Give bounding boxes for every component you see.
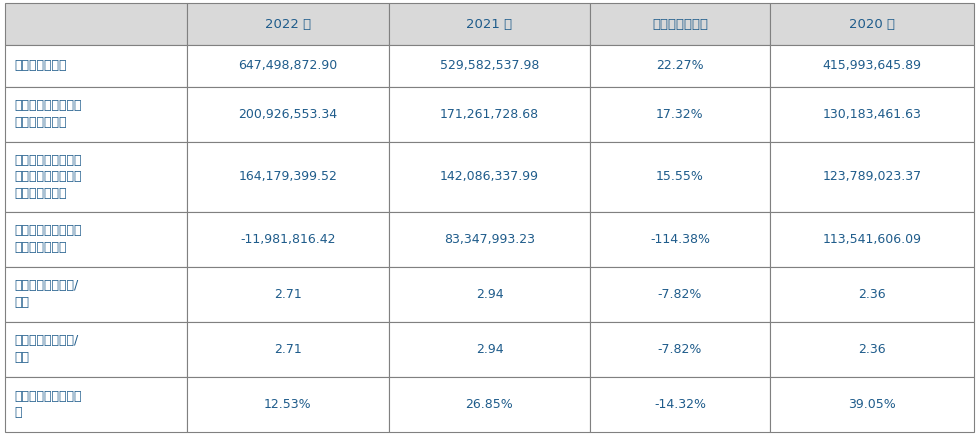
Bar (187, 141, 388, 211)
Bar (590, 266, 769, 322)
Bar (769, 45, 973, 86)
Text: 171,261,728.68: 171,261,728.68 (439, 108, 539, 121)
Text: -7.82%: -7.82% (657, 288, 701, 301)
Bar (769, 86, 973, 141)
Text: 2.36: 2.36 (857, 343, 885, 356)
Bar (187, 45, 388, 86)
Bar (590, 86, 769, 141)
Bar (590, 322, 769, 377)
Bar (187, 86, 388, 141)
Bar (187, 3, 388, 45)
Text: 113,541,606.09: 113,541,606.09 (822, 233, 920, 246)
Bar (388, 141, 590, 211)
Text: 基本每股收益（元/
股）: 基本每股收益（元/ 股） (15, 279, 79, 309)
Text: 本年比上年增减: 本年比上年增减 (651, 18, 707, 31)
Bar (590, 211, 769, 266)
Bar (388, 322, 590, 377)
Text: 647,498,872.90: 647,498,872.90 (238, 59, 337, 72)
Text: 2.71: 2.71 (274, 288, 301, 301)
Text: 2020 年: 2020 年 (848, 18, 894, 31)
Bar (187, 377, 388, 432)
Text: 529,582,537.98: 529,582,537.98 (439, 59, 539, 72)
Bar (769, 211, 973, 266)
Text: 稀释每股收益（元/
股）: 稀释每股收益（元/ 股） (15, 335, 79, 364)
Text: -11,981,816.42: -11,981,816.42 (240, 233, 335, 246)
Bar (769, 377, 973, 432)
Text: 归属于上市公司股东
的净利润（元）: 归属于上市公司股东 的净利润（元） (15, 99, 82, 129)
Text: 2.71: 2.71 (274, 343, 301, 356)
Text: 15.55%: 15.55% (655, 170, 703, 183)
Text: 22.27%: 22.27% (655, 59, 703, 72)
Text: 83,347,993.23: 83,347,993.23 (444, 233, 534, 246)
Bar (5, 3, 187, 45)
Text: 130,183,461.63: 130,183,461.63 (822, 108, 920, 121)
Text: 142,086,337.99: 142,086,337.99 (439, 170, 539, 183)
Text: 2.94: 2.94 (475, 288, 503, 301)
Bar (5, 86, 187, 141)
Bar (187, 266, 388, 322)
Bar (5, 211, 187, 266)
Bar (590, 3, 769, 45)
Text: 17.32%: 17.32% (655, 108, 703, 121)
Text: 归属于上市公司股东
的扣除非经常性损益
的净利润（元）: 归属于上市公司股东 的扣除非经常性损益 的净利润（元） (15, 154, 82, 200)
Text: 26.85%: 26.85% (466, 398, 512, 411)
Text: -114.38%: -114.38% (649, 233, 709, 246)
Text: 415,993,645.89: 415,993,645.89 (822, 59, 920, 72)
Text: 12.53%: 12.53% (264, 398, 311, 411)
Text: 2022 年: 2022 年 (265, 18, 311, 31)
Bar (388, 3, 590, 45)
Text: 200,926,553.34: 200,926,553.34 (238, 108, 337, 121)
Bar (769, 141, 973, 211)
Text: 164,179,399.52: 164,179,399.52 (239, 170, 337, 183)
Bar (388, 86, 590, 141)
Bar (5, 322, 187, 377)
Bar (5, 266, 187, 322)
Bar (388, 211, 590, 266)
Text: -7.82%: -7.82% (657, 343, 701, 356)
Text: 2.94: 2.94 (475, 343, 503, 356)
Bar (388, 377, 590, 432)
Bar (769, 266, 973, 322)
Bar (769, 322, 973, 377)
Bar (5, 377, 187, 432)
Bar (187, 322, 388, 377)
Bar (187, 211, 388, 266)
Text: -14.32%: -14.32% (653, 398, 705, 411)
Text: 39.05%: 39.05% (847, 398, 895, 411)
Text: 营业收入（元）: 营业收入（元） (15, 59, 67, 72)
Bar (5, 45, 187, 86)
Text: 加权平均净资产收益
率: 加权平均净资产收益 率 (15, 390, 82, 419)
Bar (590, 45, 769, 86)
Bar (590, 141, 769, 211)
Bar (388, 45, 590, 86)
Bar (590, 377, 769, 432)
Text: 2021 年: 2021 年 (466, 18, 512, 31)
Bar (5, 141, 187, 211)
Text: 2.36: 2.36 (857, 288, 885, 301)
Text: 123,789,023.37: 123,789,023.37 (822, 170, 920, 183)
Text: 经营活动产生的现金
流量净额（元）: 经营活动产生的现金 流量净额（元） (15, 224, 82, 254)
Bar (769, 3, 973, 45)
Bar (388, 266, 590, 322)
